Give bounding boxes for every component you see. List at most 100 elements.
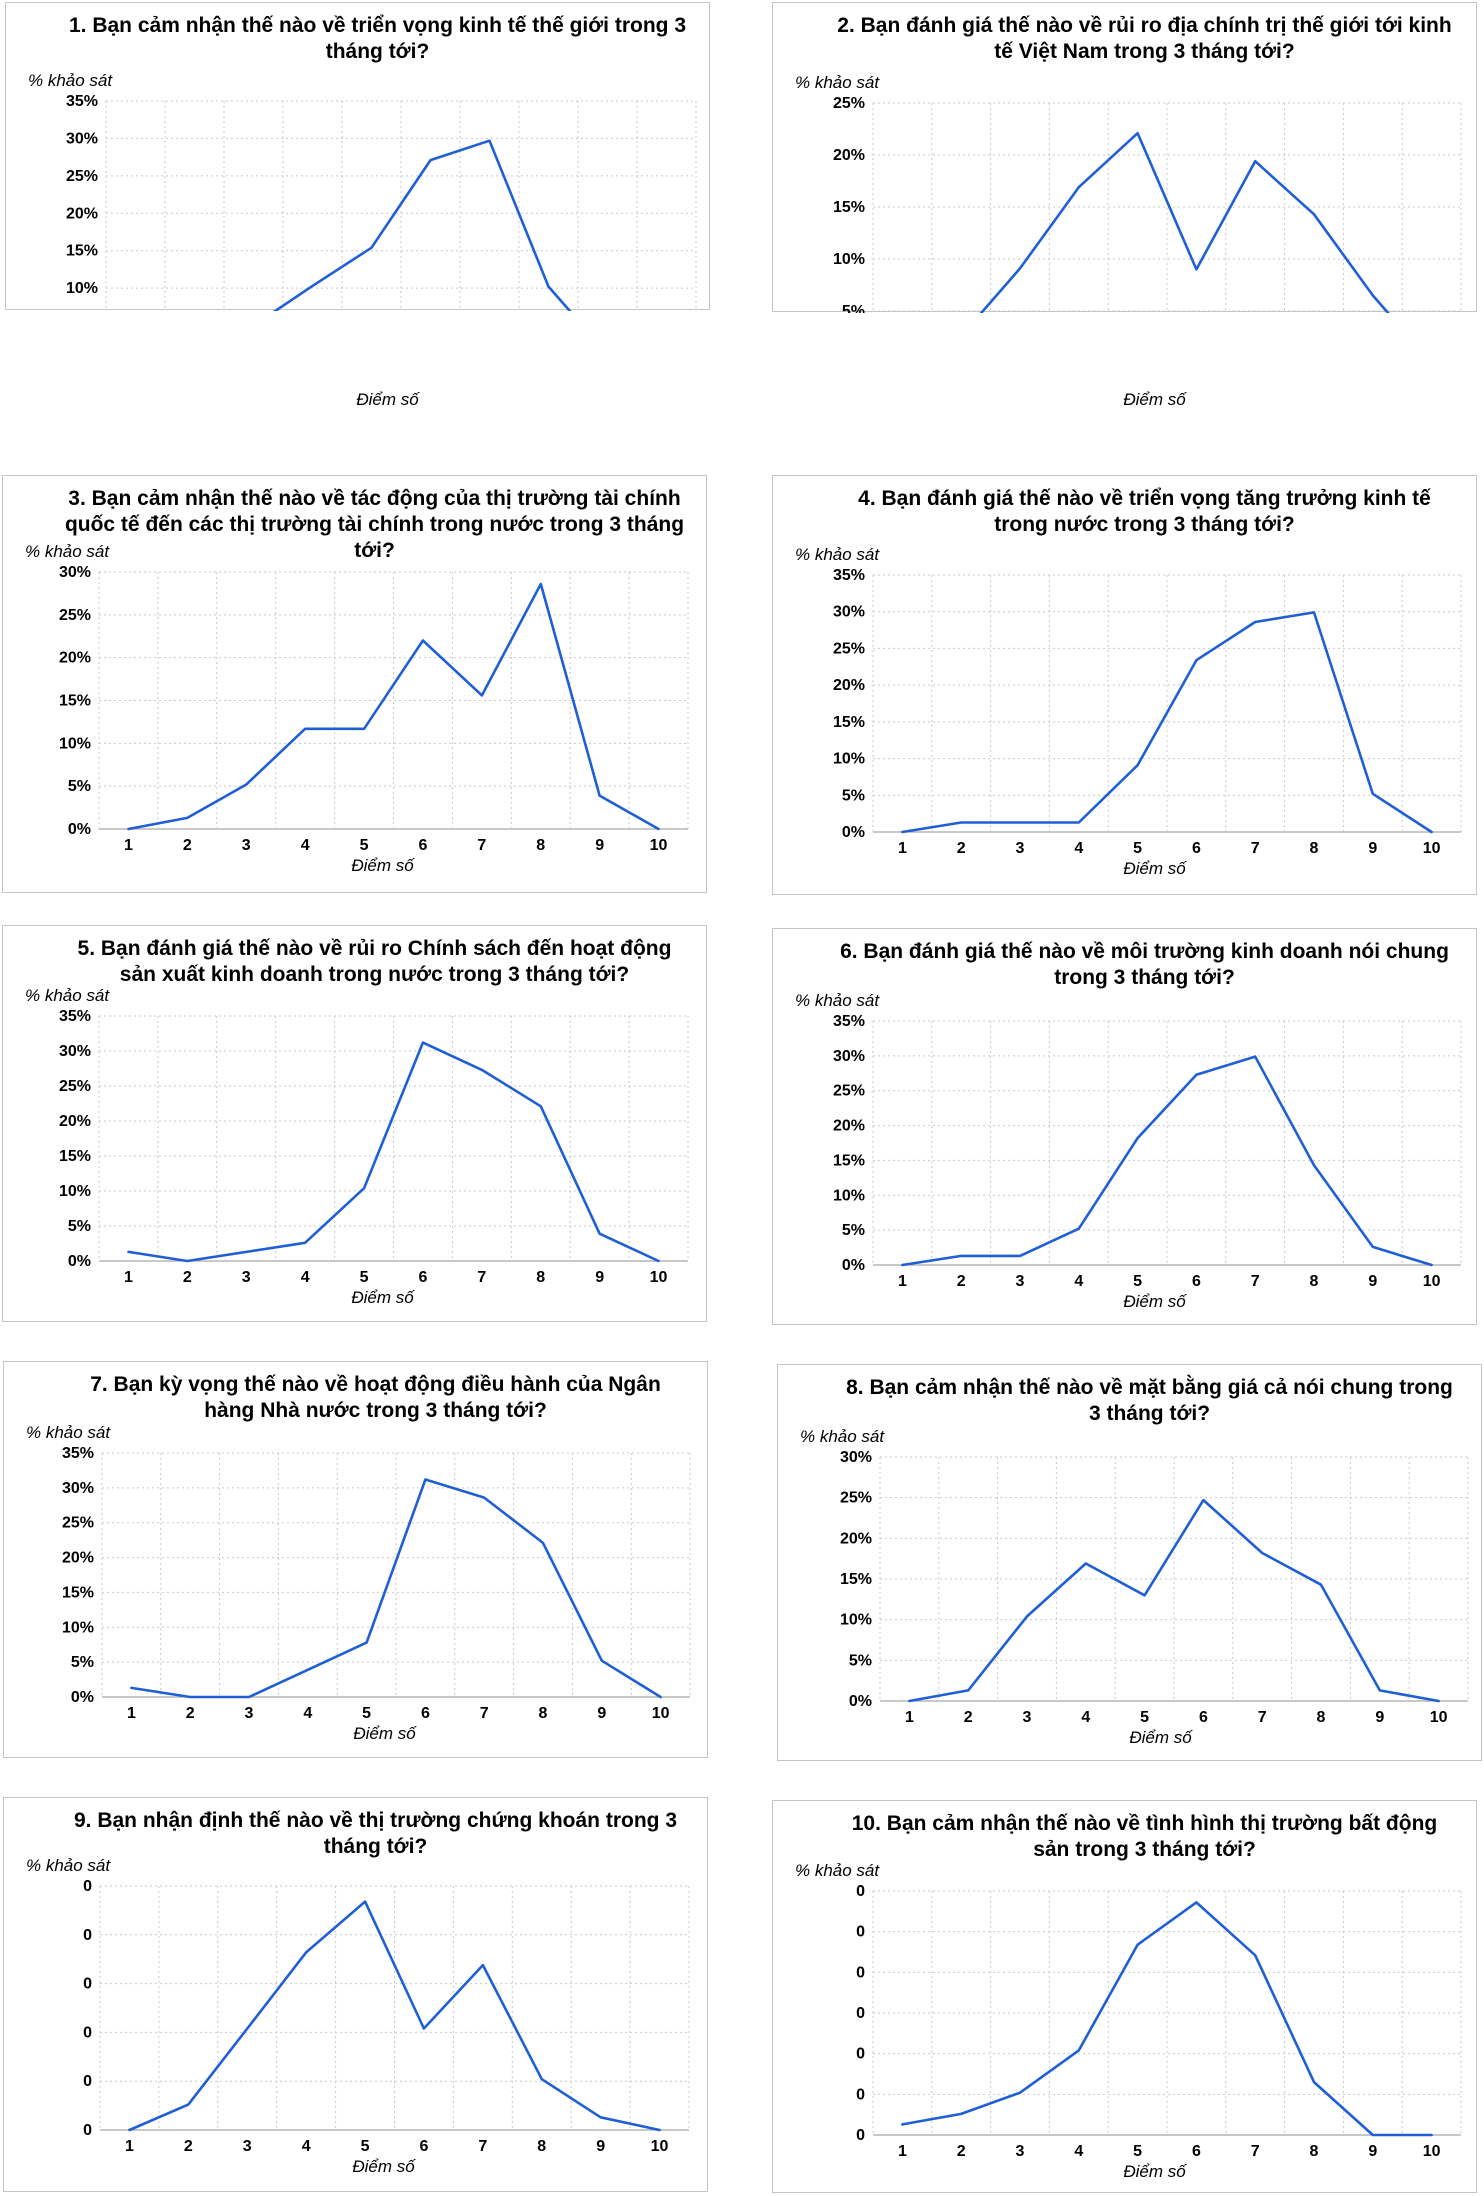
- x-tick-label: 2: [183, 837, 192, 854]
- x-tick-label: 3: [242, 837, 251, 854]
- x-tick-label: 5: [360, 1269, 369, 1286]
- y-tick-label: 0: [856, 2127, 865, 2144]
- x-tick-label: 7: [478, 2138, 487, 2155]
- y-tick-label: 30%: [833, 1048, 865, 1065]
- series-line: [127, 582, 660, 831]
- chart-title: 2. Bạn đánh giá thế nào về rủi ro địa ch…: [837, 14, 1452, 63]
- x-tick-label: 8: [537, 2138, 546, 2155]
- chart-panel-4: 0% 5% 10% 15% 20% 25% 30% 35% 1 2 3 4 5 6 7 8 9 10 4. Bạn …: [772, 475, 1477, 895]
- y-tick-label: 15%: [66, 243, 98, 260]
- chart-panel-9: 0 0 0 0 0 0 1 2 3 4 5 6 7 8 9 10 9. Bạn nhận định thế nà…: [3, 1797, 708, 2192]
- y-tick-label: 15%: [833, 714, 865, 731]
- x-tick-label: 9: [595, 837, 604, 854]
- series-line: [908, 1498, 1440, 1703]
- x-tick-label: 1: [125, 2138, 134, 2155]
- y-axis-label: % khảo sát: [28, 71, 113, 90]
- chart-plot-6: 0% 5% 10% 15% 20% 25% 30% 35% 1 2 3 4 5 6 7 8 9 10: [833, 1013, 1462, 1290]
- chart-title: 5. Bạn đánh giá thế nào về rủi ro Chính …: [77, 937, 672, 986]
- chart-plot-9: 0 0 0 0 0 0 1 2 3 4 5 6 7 8 9 10: [83, 1878, 690, 2155]
- chart-panel-5: 0% 5% 10% 15% 20% 25% 30% 35% 1 2 3 4 5 6 7 8 9 10 5. Bạn …: [2, 925, 707, 1322]
- y-axis-label: % khảo sát: [25, 986, 110, 1005]
- x-axis-label: Điểm số: [1123, 2162, 1186, 2181]
- x-axis-label: Điểm số: [1129, 1728, 1192, 1747]
- chart-plot-5: 0% 5% 10% 15% 20% 25% 30% 35% 1 2 3 4 5 6 7 8 9 10: [59, 1008, 689, 1286]
- x-tick-label: 8: [536, 1269, 545, 1286]
- chart-plot-10: 0 0 0 0 0 0 0 1 2 3 4 5 6 7 8 9 10: [856, 1883, 1462, 2160]
- x-tick-label: 9: [1368, 2143, 1377, 2160]
- x-tick-label: 4: [1074, 2143, 1083, 2160]
- x-tick-label: 1: [124, 837, 133, 854]
- y-tick-label: 30%: [833, 604, 865, 621]
- y-tick-label: 25%: [833, 640, 865, 657]
- x-tick-label: 2: [957, 1273, 966, 1290]
- x-tick-label: 7: [480, 1705, 489, 1722]
- y-tick-label: 25%: [840, 1490, 872, 1507]
- y-tick-label: 10%: [62, 1619, 94, 1636]
- y-tick-label: 0: [856, 1924, 865, 1941]
- y-axis-label: % khảo sát: [795, 545, 880, 564]
- x-tick-label: 2: [184, 2138, 193, 2155]
- y-tick-label: 20%: [59, 650, 91, 667]
- x-tick-label: 3: [1016, 2143, 1025, 2160]
- x-tick-label: 2: [186, 1705, 195, 1722]
- x-axis-label: Điểm số: [1123, 859, 1186, 878]
- chart-plot-3: 0% 5% 10% 15% 20% 25% 30% 1 2 3 4 5 6 7 8 9 10: [59, 564, 689, 854]
- y-tick-label: 0: [83, 1976, 92, 1993]
- y-tick-label: 5%: [68, 1218, 91, 1235]
- x-axis-label: Điểm số: [351, 856, 414, 875]
- y-tick-label: 0: [83, 2122, 92, 2139]
- chart-plot-7: 0% 5% 10% 15% 20% 25% 30% 35% 1 2 3 4 5 6 7 8 9 10: [62, 1445, 691, 1722]
- y-tick-label: 10%: [59, 1183, 91, 1200]
- y-tick-label: 0: [856, 2046, 865, 2063]
- x-tick-label: 1: [898, 2143, 907, 2160]
- y-tick-label: 0: [83, 2024, 92, 2041]
- x-axis-label: Điểm số: [352, 2157, 415, 2176]
- x-tick-label: 10: [1430, 1709, 1448, 1726]
- y-tick-label: 5%: [842, 1222, 865, 1239]
- x-tick-label: 2: [957, 840, 966, 857]
- x-tick-label: 5: [1133, 840, 1142, 857]
- y-tick-label: 15%: [59, 1148, 91, 1165]
- series-line: [901, 611, 1433, 834]
- x-tick-label: 7: [1251, 1273, 1260, 1290]
- x-tick-label: 4: [301, 837, 310, 854]
- x-tick-label: 3: [1016, 840, 1025, 857]
- x-tick-label: 9: [596, 2138, 605, 2155]
- x-tick-label: 4: [1081, 1709, 1090, 1726]
- y-tick-label: 20%: [840, 1530, 872, 1547]
- x-tick-label: 9: [1375, 1709, 1384, 1726]
- y-tick-label: 0%: [68, 821, 91, 838]
- y-tick-label: 0%: [842, 1257, 865, 1274]
- x-tick-label: 7: [1251, 2143, 1260, 2160]
- x-tick-label: 8: [539, 1705, 548, 1722]
- x-tick-label: 4: [1074, 1273, 1083, 1290]
- y-tick-label: 5%: [842, 303, 865, 313]
- y-tick-label: 25%: [66, 168, 98, 185]
- y-tick-label: 0%: [71, 1689, 94, 1706]
- chart-title: 1. Bạn cảm nhận thế nào về triển vọng ki…: [68, 14, 687, 63]
- x-tick-label: 5: [362, 1705, 371, 1722]
- y-tick-label: 25%: [62, 1515, 94, 1532]
- chart-panel-7: 0% 5% 10% 15% 20% 25% 30% 35% 1 2 3 4 5 6 7 8 9 10 7. Bạn …: [3, 1361, 708, 1758]
- x-axis-label: Điểm số: [353, 1724, 416, 1743]
- x-tick-label: 8: [1310, 2143, 1319, 2160]
- y-axis-label: % khảo sát: [795, 991, 880, 1010]
- x-tick-label: 8: [1310, 1273, 1319, 1290]
- series-line: [901, 1901, 1433, 2137]
- chart-title: 8. Bạn cảm nhận thế nào về mặt bằng giá …: [846, 1376, 1453, 1425]
- x-tick-label: 5: [360, 837, 369, 854]
- x-tick-label: 4: [303, 1705, 312, 1722]
- x-tick-label: 3: [1023, 1709, 1032, 1726]
- y-tick-label: 30%: [59, 564, 91, 581]
- y-tick-label: 15%: [62, 1584, 94, 1601]
- y-tick-label: 20%: [59, 1113, 91, 1130]
- x-tick-label: 1: [905, 1709, 914, 1726]
- y-tick-label: 20%: [833, 677, 865, 694]
- x-tick-label: 7: [477, 1269, 486, 1286]
- y-tick-label: 25%: [833, 1083, 865, 1100]
- x-tick-label: 4: [1074, 840, 1083, 857]
- y-tick-label: 0%: [849, 1693, 872, 1710]
- y-tick-label: 0: [856, 1964, 865, 1981]
